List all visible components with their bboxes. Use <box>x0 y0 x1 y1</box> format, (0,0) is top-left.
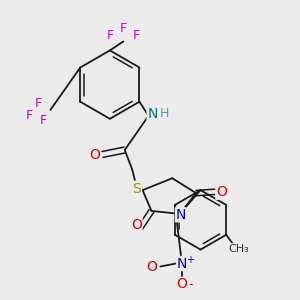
Text: F: F <box>133 29 140 42</box>
Text: F: F <box>106 29 113 42</box>
Text: O: O <box>146 260 157 274</box>
Text: O: O <box>176 277 187 291</box>
Text: O: O <box>90 148 101 162</box>
Text: S: S <box>132 182 141 196</box>
Text: H: H <box>160 107 169 120</box>
Text: CH₃: CH₃ <box>229 244 250 254</box>
Text: N: N <box>176 208 186 222</box>
Text: F: F <box>39 114 46 127</box>
Text: F: F <box>120 22 127 34</box>
Text: O: O <box>131 218 142 232</box>
Text: N: N <box>147 107 158 121</box>
Text: N: N <box>177 256 187 271</box>
Text: F: F <box>26 109 33 122</box>
Text: F: F <box>35 98 42 110</box>
Text: -: - <box>189 278 193 291</box>
Text: +: + <box>186 255 194 265</box>
Text: O: O <box>216 185 227 199</box>
